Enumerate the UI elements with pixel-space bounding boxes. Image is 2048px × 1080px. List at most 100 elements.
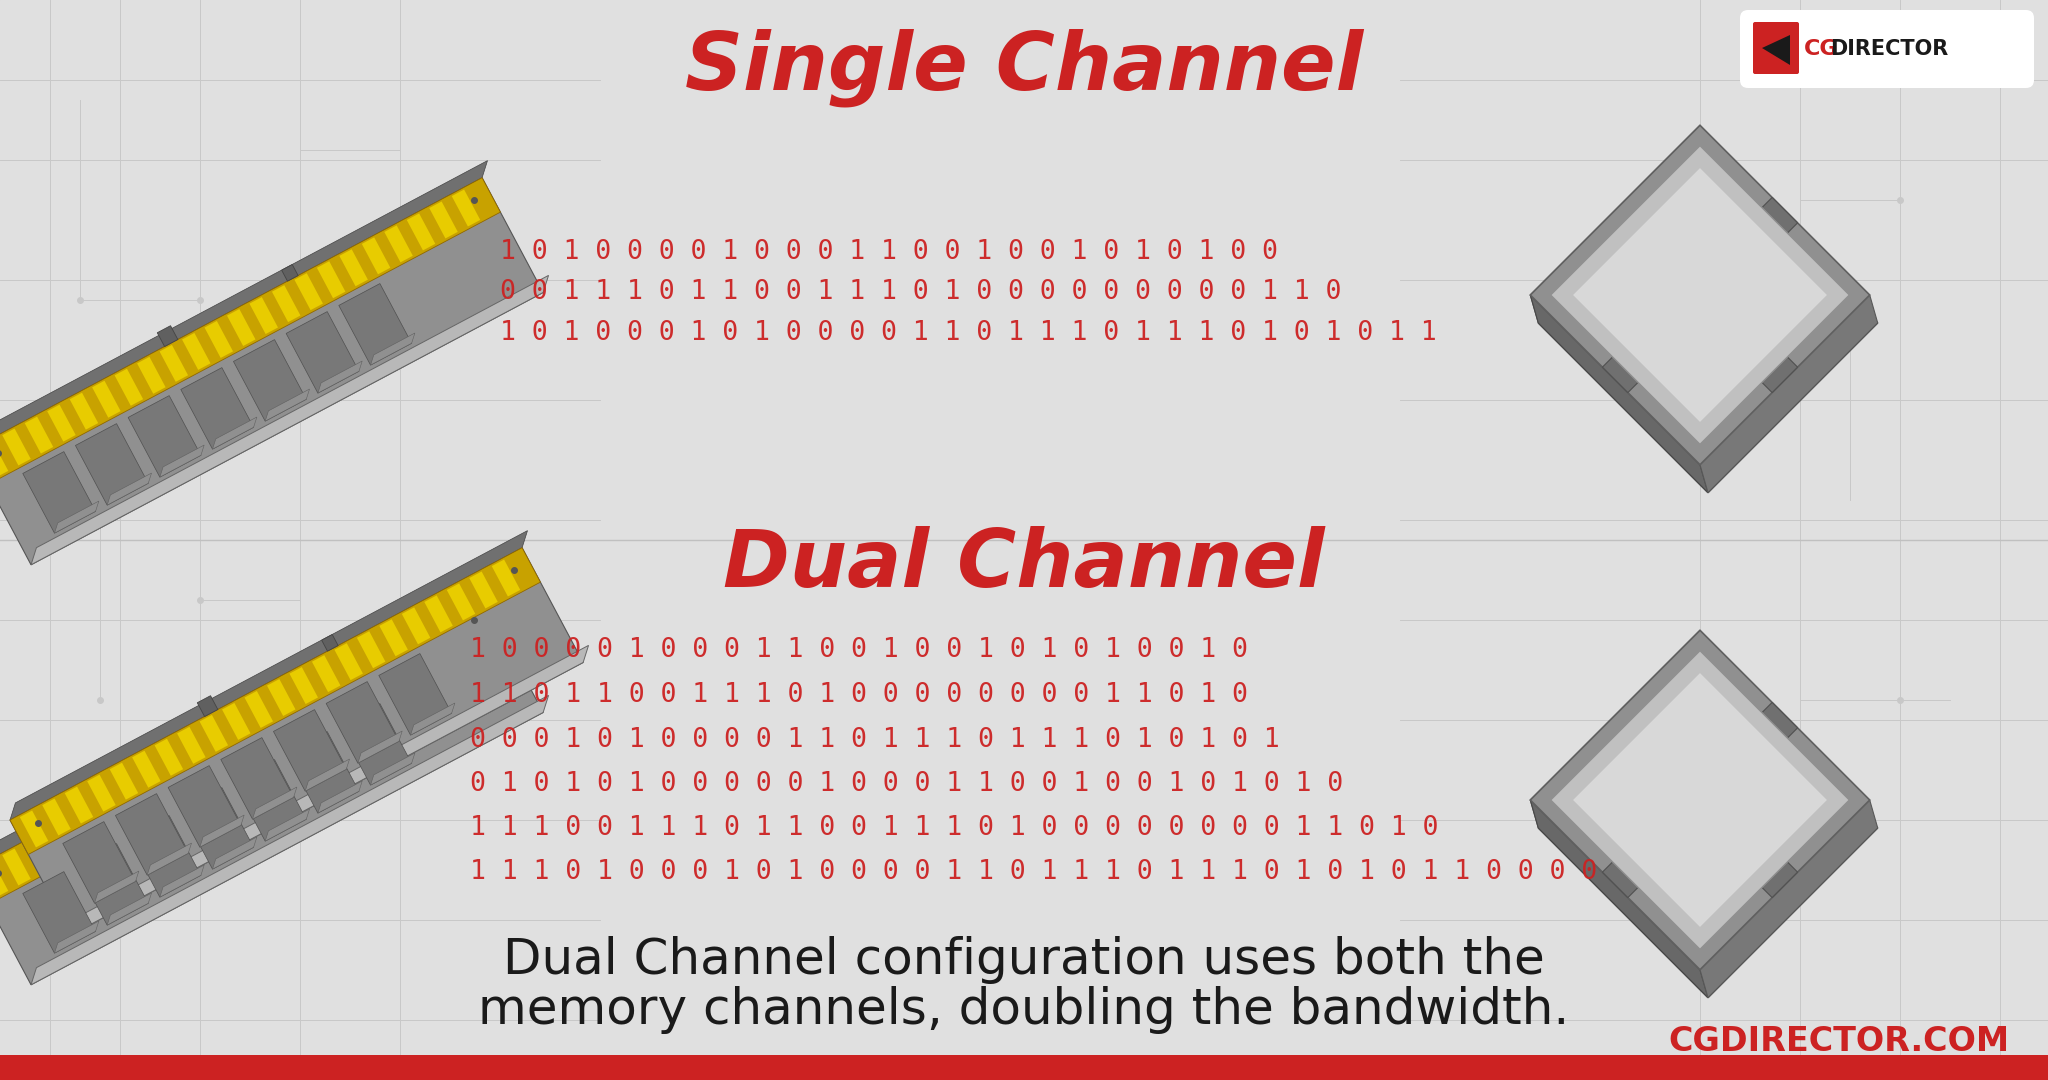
Polygon shape: [430, 202, 459, 239]
Polygon shape: [1530, 800, 1708, 998]
Polygon shape: [227, 729, 256, 766]
Polygon shape: [1530, 295, 1708, 492]
Polygon shape: [158, 326, 178, 347]
Polygon shape: [469, 571, 498, 608]
Polygon shape: [1550, 146, 1849, 444]
Polygon shape: [70, 393, 98, 430]
Polygon shape: [213, 417, 256, 449]
FancyBboxPatch shape: [1741, 10, 2034, 87]
Polygon shape: [424, 595, 453, 633]
Polygon shape: [326, 681, 399, 764]
Polygon shape: [305, 759, 350, 792]
Polygon shape: [76, 843, 147, 926]
Text: 0 0 1 1 1 0 1 1 0 0 1 1 1 0 1 0 0 0 0 0 0 0 0 0 1 1 0: 0 0 1 1 1 0 1 1 0 0 1 1 1 0 1 0 0 0 0 0 …: [500, 279, 1341, 305]
Polygon shape: [25, 417, 53, 454]
Polygon shape: [311, 656, 340, 692]
Polygon shape: [317, 781, 362, 813]
Polygon shape: [20, 810, 49, 848]
Polygon shape: [274, 710, 346, 792]
Polygon shape: [244, 691, 272, 728]
Text: 1 0 0 0 0 1 0 0 0 1 1 0 0 1 0 0 1 0 1 0 1 0 0 1 0: 1 0 0 0 0 1 0 0 0 1 1 0 0 1 0 0 1 0 1 0 …: [469, 637, 1247, 663]
Polygon shape: [47, 825, 76, 862]
Polygon shape: [10, 548, 584, 935]
Polygon shape: [197, 696, 217, 716]
Polygon shape: [221, 738, 293, 819]
Polygon shape: [1602, 352, 1642, 393]
Polygon shape: [264, 389, 309, 421]
Polygon shape: [1757, 352, 1798, 393]
Polygon shape: [0, 597, 543, 985]
Text: 1 1 1 0 1 0 0 0 1 0 1 0 0 0 0 1 1 0 1 1 1 0 1 1 1 0 1 0 1 0 1 1 0 0 0 0: 1 1 1 0 1 0 0 0 1 0 1 0 0 0 0 1 1 0 1 1 …: [469, 859, 1597, 885]
Polygon shape: [408, 634, 436, 671]
Polygon shape: [252, 787, 297, 819]
Polygon shape: [322, 635, 338, 651]
Polygon shape: [0, 178, 543, 565]
Polygon shape: [182, 333, 211, 369]
FancyBboxPatch shape: [1753, 22, 1798, 75]
Polygon shape: [356, 631, 385, 669]
Polygon shape: [371, 753, 416, 785]
Polygon shape: [1530, 631, 1708, 828]
Polygon shape: [160, 865, 205, 897]
Polygon shape: [31, 696, 549, 985]
Polygon shape: [160, 765, 188, 801]
Polygon shape: [168, 766, 242, 847]
Polygon shape: [0, 597, 500, 904]
Polygon shape: [115, 368, 143, 406]
Polygon shape: [111, 762, 137, 799]
Polygon shape: [88, 774, 115, 811]
Text: Dual Channel configuration uses both the: Dual Channel configuration uses both the: [504, 936, 1544, 984]
Polygon shape: [137, 777, 166, 814]
Polygon shape: [358, 731, 401, 764]
Polygon shape: [287, 731, 358, 813]
Polygon shape: [362, 658, 391, 694]
Text: CGDIRECTOR.COM: CGDIRECTOR.COM: [1669, 1025, 2009, 1058]
Polygon shape: [201, 815, 244, 847]
Polygon shape: [1761, 35, 1790, 65]
Text: Dual Channel: Dual Channel: [723, 526, 1325, 604]
Polygon shape: [0, 581, 487, 870]
Polygon shape: [250, 297, 279, 334]
Polygon shape: [137, 356, 166, 394]
Polygon shape: [233, 759, 307, 841]
Polygon shape: [340, 249, 369, 286]
Polygon shape: [1530, 631, 1870, 970]
Polygon shape: [180, 787, 254, 869]
Polygon shape: [233, 339, 307, 421]
Polygon shape: [72, 646, 588, 935]
Polygon shape: [115, 788, 143, 826]
Polygon shape: [401, 607, 430, 645]
Polygon shape: [1700, 800, 1878, 998]
Polygon shape: [1530, 125, 1708, 323]
Polygon shape: [2, 429, 31, 465]
Polygon shape: [227, 309, 256, 346]
Polygon shape: [160, 445, 205, 477]
Polygon shape: [385, 226, 414, 262]
Polygon shape: [430, 621, 459, 659]
Polygon shape: [266, 679, 295, 716]
Polygon shape: [180, 367, 254, 449]
Polygon shape: [47, 405, 76, 442]
Text: 1 0 1 0 0 0 1 0 1 0 0 0 0 1 1 0 1 1 1 0 1 1 1 0 1 0 1 0 1 1: 1 0 1 0 0 0 1 0 1 0 0 0 0 1 1 0 1 1 1 0 …: [500, 320, 1436, 346]
Polygon shape: [129, 815, 201, 897]
Polygon shape: [362, 238, 391, 274]
Polygon shape: [92, 800, 121, 838]
Polygon shape: [338, 284, 412, 365]
Polygon shape: [92, 381, 121, 418]
Polygon shape: [1530, 125, 1870, 464]
Text: 1 1 0 1 1 0 0 1 1 1 0 1 0 0 0 0 0 0 0 0 1 1 0 1 0: 1 1 0 1 1 0 0 1 1 1 0 1 0 0 0 0 0 0 0 0 …: [469, 681, 1247, 708]
Polygon shape: [408, 214, 436, 251]
Polygon shape: [283, 685, 299, 701]
Polygon shape: [76, 423, 147, 505]
Polygon shape: [371, 333, 416, 365]
Polygon shape: [287, 312, 358, 393]
Polygon shape: [272, 285, 301, 322]
Polygon shape: [1538, 659, 1878, 998]
Polygon shape: [1573, 168, 1827, 422]
Polygon shape: [0, 178, 500, 485]
Polygon shape: [10, 530, 528, 820]
Polygon shape: [23, 872, 96, 954]
Polygon shape: [1757, 198, 1798, 239]
Polygon shape: [154, 739, 182, 775]
Polygon shape: [492, 559, 520, 596]
